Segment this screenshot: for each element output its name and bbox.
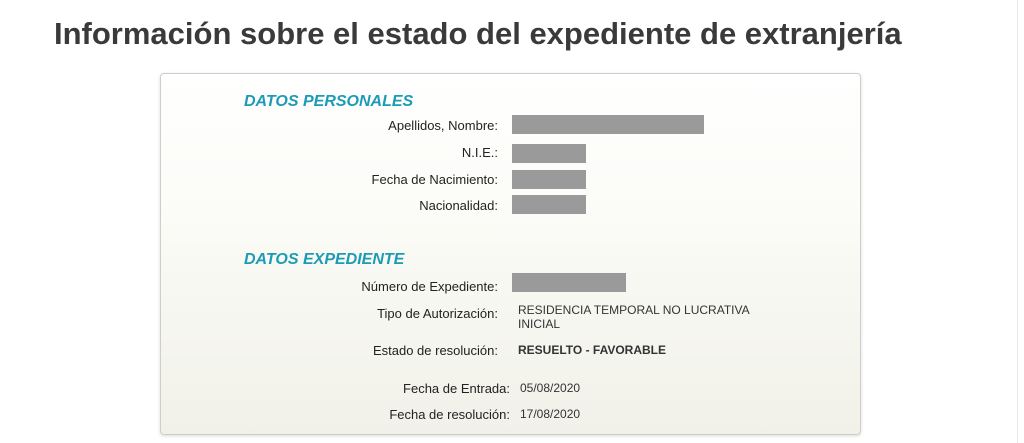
birth-date-label: Fecha de Nacimiento: [371,172,498,187]
authorization-type-label: Tipo de Autorización: [377,306,498,321]
entry-date-value: 05/08/2020 [520,381,581,395]
name-redacted-value [512,115,704,134]
file-number-label: Número de Expediente: [361,279,498,294]
file-data-heading: DATOS EXPEDIENTE [244,251,405,268]
nationality-redacted-value [512,195,586,214]
resolution-date-value: 17/08/2020 [520,407,581,421]
nationality-label: Nacionalidad: [419,198,498,213]
resolution-status-label: Estado de resolución: [372,343,498,358]
birth-date-redacted-value [512,170,586,189]
page-title: Información sobre el estado del expedien… [54,16,902,51]
nie-label: N.I.E.: [461,145,498,160]
personal-data-heading: DATOS PERSONALES [244,93,414,110]
status-panel: DATOS PERSONALES Apellidos, Nombre: N.I.… [160,73,861,435]
resolution-status-value: RESUELTO - FAVORABLE [518,343,667,357]
entry-date-label: Fecha de Entrada: [403,381,510,396]
resolution-date-label: Fecha de resolución: [389,407,510,422]
page-edge-divider [1017,0,1018,443]
name-label: Apellidos, Nombre: [388,118,498,133]
file-number-redacted-value [512,273,626,292]
authorization-type-value: RESIDENCIA TEMPORAL NO LUCRATIVA INICIAL [518,303,749,331]
nie-redacted-value [512,144,586,163]
